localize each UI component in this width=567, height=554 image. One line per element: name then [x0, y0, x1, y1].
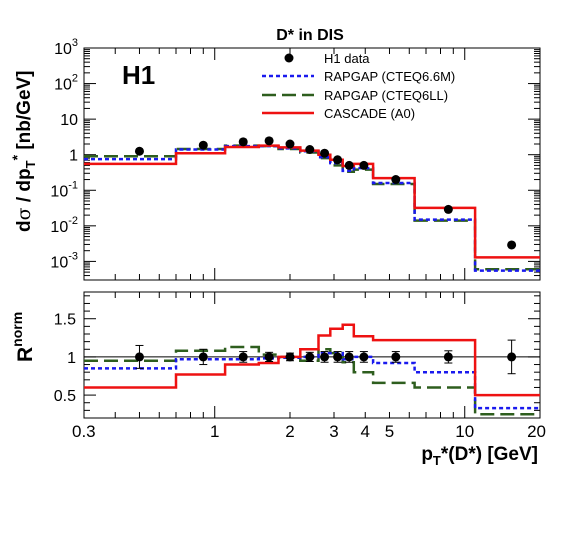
y-axis-label-d: d: [14, 220, 35, 232]
ratio-data-point: [238, 352, 248, 362]
experiment-label: H1: [122, 60, 155, 90]
x-tick-label: 0.3: [72, 422, 96, 441]
ratio-y-axis-label: Rnorm: [9, 312, 37, 362]
bottom-series-rapgap-cteq6ll: [84, 345, 540, 416]
y-tick-label: 10-3: [50, 250, 78, 271]
y-tick-label-exponent: 3: [72, 37, 78, 49]
legend-label: CASCADE (A0): [324, 106, 415, 121]
ratio-data-point: [285, 352, 295, 362]
y-axis-label-mid: / dp: [14, 168, 35, 207]
y-axis-label-sub: T: [23, 160, 38, 168]
frame-layer: [83, 47, 541, 419]
x-tick-label: 20: [527, 422, 546, 441]
ratio-y-tick-label: 1: [67, 350, 76, 367]
ratio-data-point: [320, 352, 330, 362]
x-axis-label-sub: T: [433, 453, 441, 468]
ratio-y-axis-label-base: R: [14, 347, 37, 362]
legend-label: RAPGAP (CTEQ6.6M): [324, 69, 455, 84]
y-axis-label: dσ / dpT* [nb/GeV]: [9, 70, 38, 232]
ratio-y-axis-label-sup: norm: [9, 312, 25, 347]
chart-title: D* in DIS: [276, 27, 344, 44]
x-axis-label-rest: *(D*) [GeV]: [441, 444, 538, 465]
y-tick-label-base: 10: [54, 77, 72, 94]
top-data-point: [344, 160, 354, 170]
top-data-point: [305, 145, 315, 155]
x-tick-label: 2: [285, 422, 294, 441]
ratio-y-tick-label: 1.5: [54, 312, 76, 329]
text-layer: D* in DISH110-310-210-11101021030.511.50…: [9, 27, 546, 468]
top-data-point: [134, 146, 144, 156]
legend-label: RAPGAP (CTEQ6LL): [324, 88, 448, 103]
bottom-panel-frame: [83, 291, 541, 419]
y-axis-label-sigma: σ: [13, 207, 35, 220]
x-tick-label: 3: [329, 422, 338, 441]
y-tick-label-base: 10: [60, 112, 78, 129]
y-tick-label-base: 10: [54, 41, 72, 58]
top-data-point: [333, 155, 343, 165]
x-axis-label: pT*(D*) [GeV]: [421, 444, 538, 468]
x-tick-label: 5: [385, 422, 394, 441]
top-data-point: [264, 136, 274, 146]
top-data-point: [285, 139, 295, 149]
top-series-cascade-a0: [84, 144, 540, 259]
top-data-point: [198, 140, 208, 150]
y-tick-label-base: 10: [50, 254, 68, 271]
ratio-data-point: [305, 352, 315, 362]
y-tick-label-base: 10: [50, 219, 68, 236]
top-data-point: [443, 204, 453, 214]
ratio-data-point: [264, 352, 274, 362]
legend-label: H1 data: [324, 51, 370, 66]
y-tick-label-base: 1: [69, 148, 78, 165]
ratio-data-point: [344, 352, 354, 362]
top-data-point: [359, 160, 369, 170]
x-tick-label: 10: [455, 422, 474, 441]
ratio-data-point: [359, 352, 369, 362]
data-points-layer: [134, 136, 517, 375]
ratio-data-point: [134, 352, 144, 362]
y-axis-label-sup: *: [9, 154, 25, 160]
top-data-point: [238, 137, 248, 147]
y-tick-label: 10-2: [50, 215, 78, 236]
ratio-y-tick-label: 0.5: [54, 388, 76, 405]
top-series-rapgap-cteq6ll: [84, 144, 540, 271]
top-data-point: [507, 240, 517, 250]
y-tick-label-exponent: 2: [72, 73, 78, 85]
bottom-series-cascade-a0: [84, 323, 540, 397]
y-tick-label-base: 10: [50, 183, 68, 200]
y-tick-label-exponent: -3: [68, 250, 78, 262]
y-tick-label: 10: [60, 112, 78, 129]
y-tick-label: 1: [69, 148, 78, 165]
ratio-data-point: [333, 352, 343, 362]
ratio-data-point: [391, 352, 401, 362]
legend-marker-data: [284, 53, 294, 63]
top-data-point: [391, 175, 401, 185]
y-tick-label: 102: [54, 73, 78, 94]
x-tick-label: 1: [210, 422, 219, 441]
y-tick-label-exponent: -1: [68, 179, 78, 191]
top-data-point: [320, 148, 330, 158]
x-axis-label-p: p: [421, 444, 433, 465]
y-tick-label: 10-1: [50, 179, 78, 200]
y-axis-label-unit: [nb/GeV]: [14, 70, 35, 154]
y-tick-label-exponent: -2: [68, 215, 78, 227]
x-tick-label: 4: [361, 422, 370, 441]
ratio-data-point: [443, 352, 453, 362]
ratio-data-point: [198, 352, 208, 362]
y-tick-label: 103: [54, 37, 78, 58]
ratio-data-point: [507, 352, 517, 362]
